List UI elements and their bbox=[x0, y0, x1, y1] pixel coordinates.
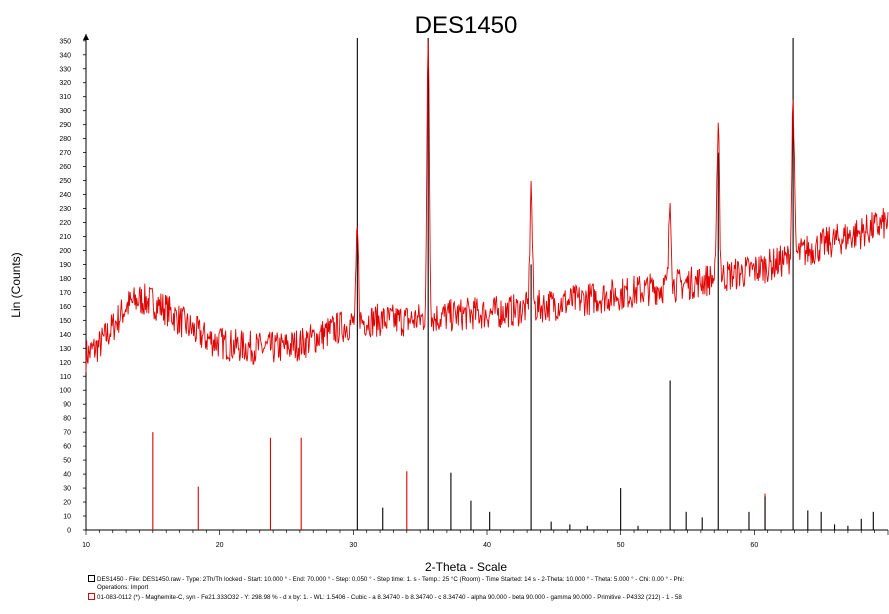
operations-line: Operations: Import bbox=[97, 584, 149, 591]
y-tick-label: 50 bbox=[63, 458, 71, 465]
scan-info-line: DES1450 - File: DES1450.raw - Type: 2Th/… bbox=[88, 575, 883, 584]
y-tick-label: 300 bbox=[59, 108, 71, 115]
y-tick-label: 310 bbox=[59, 94, 71, 101]
y-tick-label: 140 bbox=[59, 332, 71, 339]
y-tick-label: 20 bbox=[63, 500, 71, 507]
y-tick-label: 0 bbox=[67, 528, 71, 535]
y-tick-label: 330 bbox=[59, 66, 71, 73]
y-tick-label: 200 bbox=[59, 248, 71, 255]
x-tick-label: 40 bbox=[483, 542, 491, 549]
x-axis-label: 2-Theta - Scale bbox=[425, 560, 507, 574]
y-tick-label: 160 bbox=[59, 304, 71, 311]
scan-legend-icon bbox=[88, 575, 95, 582]
y-tick-label: 270 bbox=[59, 150, 71, 157]
x-tick-label: 10 bbox=[82, 542, 90, 549]
y-tick-label: 190 bbox=[59, 262, 71, 269]
reference-pattern-text: 01-083-0112 (*) - Maghemite-C, syn - Fe2… bbox=[97, 594, 682, 601]
y-tick-label: 230 bbox=[59, 206, 71, 213]
y-tick-label: 120 bbox=[59, 360, 71, 367]
y-tick-label: 280 bbox=[59, 136, 71, 143]
y-tick-label: 260 bbox=[59, 164, 71, 171]
y-tick-label: 90 bbox=[63, 402, 71, 409]
scan-info-text: DES1450 - File: DES1450.raw - Type: 2Th/… bbox=[97, 576, 685, 583]
xrd-chart: DES1450 0 10 20 30 40 50 60 70 80 90 100 110 120 130 1… bbox=[9, 12, 889, 574]
y-tick-label: 70 bbox=[63, 430, 71, 437]
diffraction-pattern-line bbox=[85, 41, 889, 373]
y-tick-label: 150 bbox=[59, 318, 71, 325]
x-tick-label: 20 bbox=[216, 542, 224, 549]
x-tick-label: 30 bbox=[349, 542, 357, 549]
y-tick-label: 220 bbox=[59, 220, 71, 227]
y-tick-label: 340 bbox=[59, 52, 71, 59]
y-tick-label: 30 bbox=[63, 486, 71, 493]
y-tick-label: 320 bbox=[59, 80, 71, 87]
reference-pattern-line: 01-083-0112 (*) - Maghemite-C, syn - Fe2… bbox=[88, 593, 883, 602]
x-tick-label: 60 bbox=[750, 542, 758, 549]
chart-title: DES1450 bbox=[415, 12, 518, 39]
x-tick-label: 50 bbox=[617, 542, 625, 549]
y-tick-label: 170 bbox=[59, 290, 71, 297]
y-tick-label: 60 bbox=[63, 444, 71, 451]
y-axis-arrow bbox=[83, 34, 89, 40]
y-tick-label: 250 bbox=[59, 178, 71, 185]
y-tick-label: 180 bbox=[59, 276, 71, 283]
plot-area: 0 10 20 30 40 50 60 70 80 90 100 110 120 130 140 150 160… bbox=[59, 34, 889, 549]
y-tick-label: 10 bbox=[63, 514, 71, 521]
y-tick-label: 210 bbox=[59, 234, 71, 241]
y-tick-label: 130 bbox=[59, 346, 71, 353]
reference-legend-icon bbox=[88, 593, 95, 600]
y-tick-label: 80 bbox=[63, 416, 71, 423]
y-tick-label: 40 bbox=[63, 472, 71, 479]
y-tick-label: 240 bbox=[59, 192, 71, 199]
y-tick-label: 100 bbox=[59, 388, 71, 395]
y-tick-label: 290 bbox=[59, 122, 71, 129]
y-axis-label: Lin (Counts) bbox=[9, 252, 23, 317]
y-tick-label: 350 bbox=[59, 38, 71, 45]
y-tick-label: 110 bbox=[60, 374, 71, 381]
